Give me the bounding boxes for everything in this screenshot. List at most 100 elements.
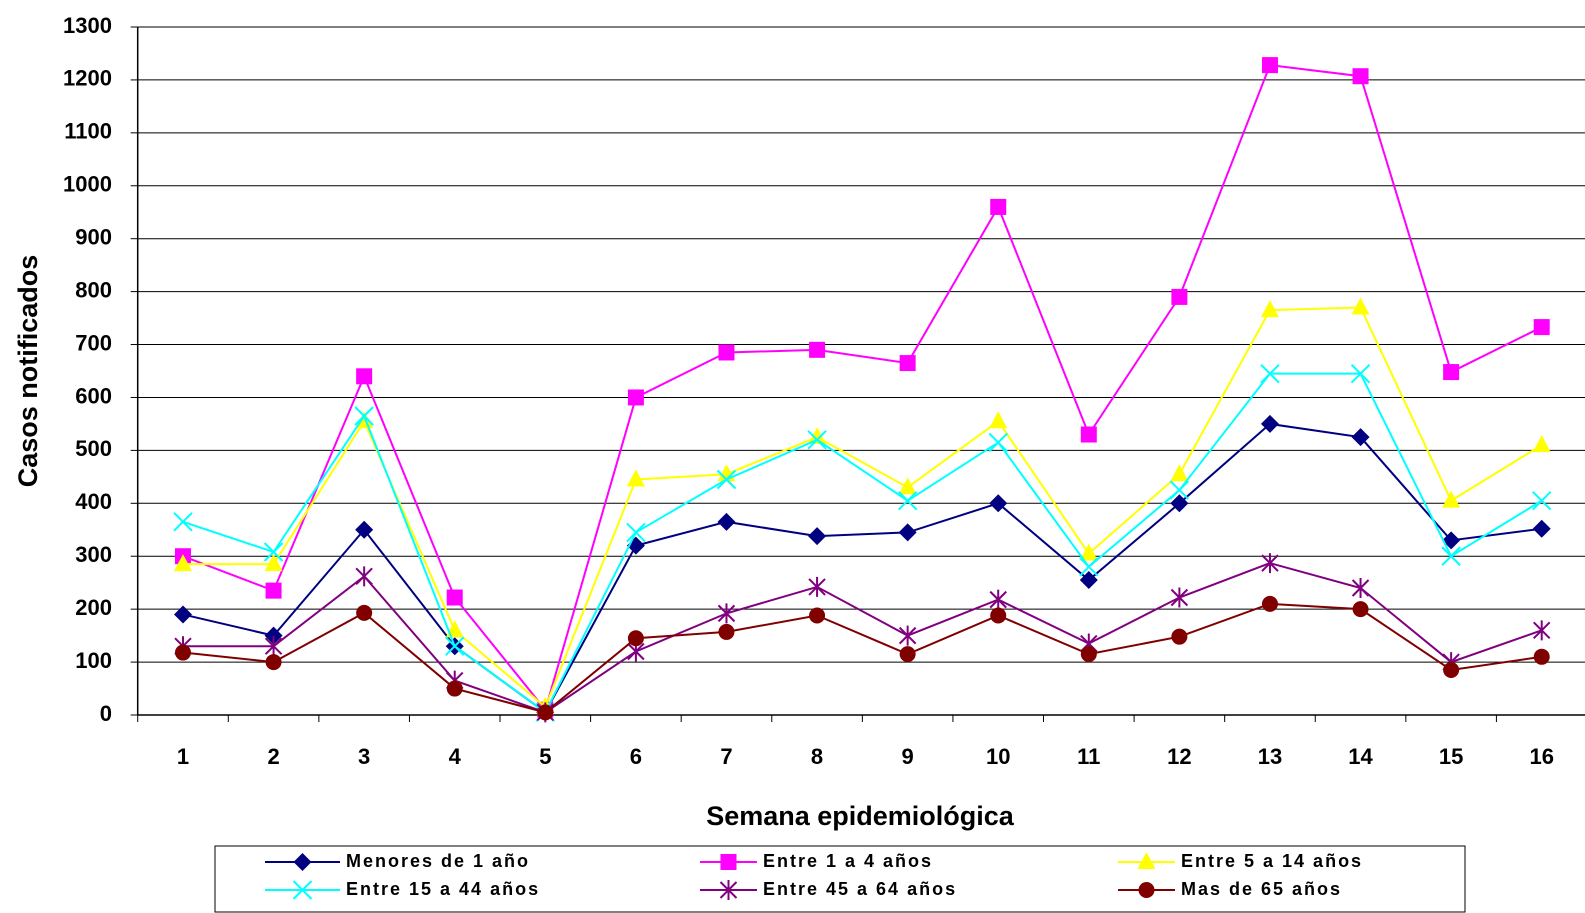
data-point xyxy=(1534,649,1550,665)
y-tick-label: 300 xyxy=(75,542,112,567)
data-point xyxy=(1443,662,1459,678)
data-point xyxy=(1262,596,1278,612)
data-point xyxy=(990,590,1006,610)
y-tick-label: 0 xyxy=(100,701,112,726)
series-line xyxy=(183,65,1542,710)
series-line xyxy=(183,604,1542,712)
x-tick-label: 11 xyxy=(1077,744,1100,769)
x-tick-label: 5 xyxy=(539,744,551,769)
y-tick-label: 1100 xyxy=(64,119,112,144)
data-point xyxy=(1170,464,1188,481)
data-point xyxy=(718,624,734,640)
data-point xyxy=(266,654,282,670)
data-point xyxy=(1171,289,1187,305)
y-tick-label: 400 xyxy=(75,489,112,514)
data-point xyxy=(174,605,192,623)
data-point xyxy=(1171,629,1187,645)
data-point xyxy=(989,411,1007,428)
x-tick-label: 3 xyxy=(358,744,370,769)
x-tick-label: 7 xyxy=(720,744,732,769)
legend-label: Entre 5 a 14 años xyxy=(1181,851,1363,871)
data-point xyxy=(1171,588,1187,608)
data-point xyxy=(628,389,644,405)
x-tick-label: 9 xyxy=(902,744,914,769)
y-tick-label: 500 xyxy=(75,436,112,461)
data-point xyxy=(1353,601,1369,617)
data-point xyxy=(1081,646,1097,662)
data-point xyxy=(1442,491,1460,508)
data-point xyxy=(899,523,917,541)
data-point xyxy=(1353,578,1369,598)
x-tick-label: 15 xyxy=(1439,744,1463,769)
y-tick-label: 700 xyxy=(75,330,112,355)
data-point xyxy=(356,566,372,586)
x-tick-label: 1 xyxy=(177,744,189,769)
x-tick-label: 6 xyxy=(630,744,642,769)
data-point xyxy=(1262,553,1278,573)
legend-label: Mas de 65 años xyxy=(1181,879,1342,899)
y-tick-label: 600 xyxy=(75,383,112,408)
data-point xyxy=(900,646,916,662)
data-point xyxy=(809,577,825,597)
legend-label: Menores de 1 año xyxy=(346,851,530,871)
data-point xyxy=(266,583,282,599)
x-tick-label: 2 xyxy=(267,744,279,769)
y-tick-label: 200 xyxy=(75,595,112,620)
data-point xyxy=(1534,319,1550,335)
data-point xyxy=(717,513,735,531)
data-point xyxy=(447,681,463,697)
data-point xyxy=(628,630,644,646)
data-point xyxy=(627,469,645,486)
x-tick-label: 12 xyxy=(1167,744,1191,769)
legend-label: Entre 15 a 44 años xyxy=(346,879,540,899)
data-point xyxy=(900,626,916,646)
y-tick-label: 1000 xyxy=(63,172,112,197)
series-line xyxy=(183,374,1542,713)
x-tick-label: 13 xyxy=(1258,744,1282,769)
legend-marker xyxy=(721,854,737,870)
series-line xyxy=(183,424,1542,712)
data-point xyxy=(1533,435,1551,452)
series-line xyxy=(183,307,1542,707)
data-point xyxy=(174,513,192,531)
data-point xyxy=(990,608,1006,624)
data-point xyxy=(900,355,916,371)
data-point xyxy=(1533,520,1551,538)
x-tick-label: 4 xyxy=(449,744,462,769)
data-point xyxy=(1353,68,1369,84)
data-point xyxy=(356,368,372,384)
data-point xyxy=(718,603,734,623)
y-tick-label: 1200 xyxy=(63,66,112,91)
legend-label: Entre 45 a 64 años xyxy=(763,879,957,899)
data-point xyxy=(808,527,826,545)
legend-label: Entre 1 a 4 años xyxy=(763,851,933,871)
data-point xyxy=(356,605,372,621)
chart: Semana epidemiológica Casos notificados … xyxy=(0,0,1585,913)
y-tick-label: 800 xyxy=(75,277,112,302)
x-tick-label: 14 xyxy=(1348,744,1373,769)
y-tick-label: 1300 xyxy=(63,13,112,38)
data-point xyxy=(1533,492,1551,510)
data-point xyxy=(1081,427,1097,443)
data-point xyxy=(537,704,553,720)
data-point xyxy=(899,477,917,494)
x-tick-label: 10 xyxy=(986,744,1010,769)
series-line xyxy=(183,563,1542,712)
y-tick-label: 900 xyxy=(75,225,112,250)
x-axis-title: Semana epidemiológica xyxy=(706,801,1015,831)
data-point xyxy=(447,590,463,606)
data-point xyxy=(809,608,825,624)
data-point xyxy=(718,344,734,360)
data-point xyxy=(990,199,1006,215)
data-point xyxy=(989,433,1007,451)
x-tick-label: 16 xyxy=(1529,744,1553,769)
data-point xyxy=(1534,620,1550,640)
y-tick-label: 100 xyxy=(75,648,112,673)
data-point xyxy=(1262,57,1278,73)
data-point xyxy=(1352,297,1370,314)
data-point xyxy=(1261,300,1279,317)
data-point xyxy=(175,645,191,661)
data-point xyxy=(1443,364,1459,380)
x-tick-label: 8 xyxy=(811,744,823,769)
y-axis-title: Casos notificados xyxy=(13,255,43,488)
